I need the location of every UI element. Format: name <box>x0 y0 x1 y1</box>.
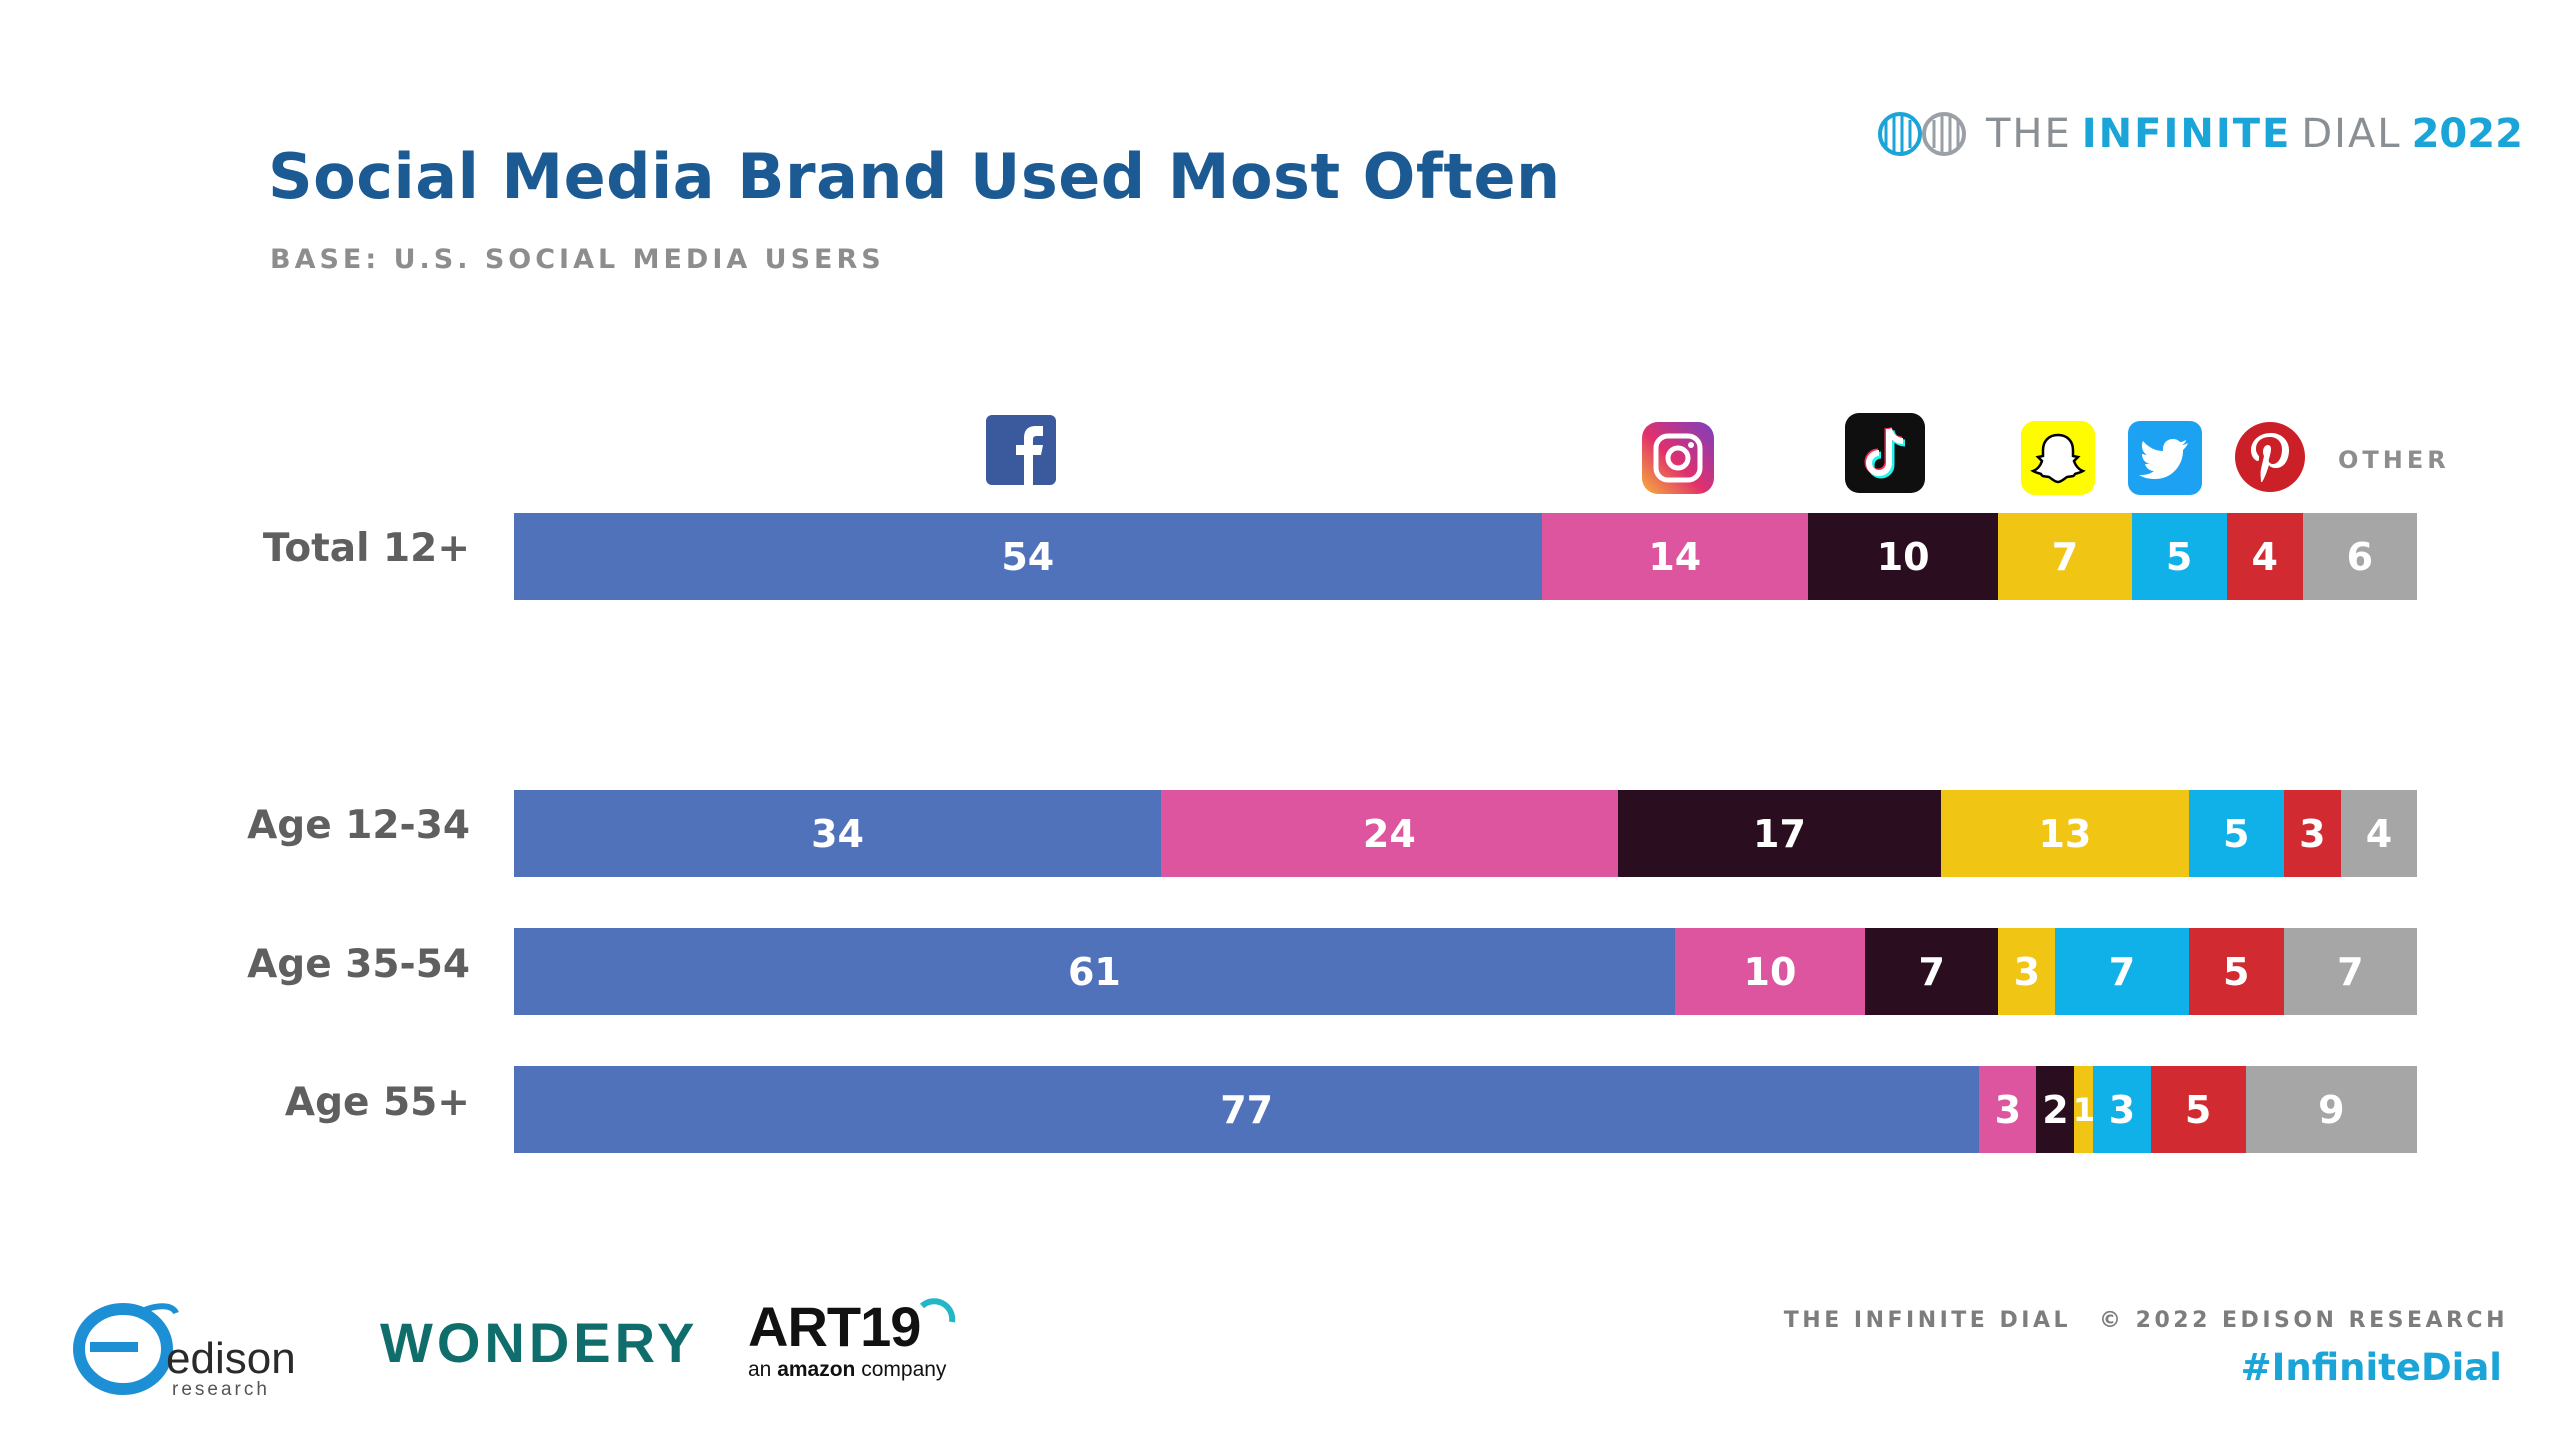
bar-segment-other-age-12-34: 4 <box>2340 790 2417 877</box>
bar-segment-instagram-age-55: 3 <box>1979 1066 2037 1153</box>
bar-segment-snapchat-total-12: 7 <box>1998 513 2132 600</box>
tiktok-icon <box>1845 413 1925 497</box>
other-legend-label: OTHER <box>2338 446 2450 474</box>
bar-segment-facebook-age-12-34: 34 <box>514 790 1162 877</box>
bar-segment-pinterest-age-35-54: 5 <box>2188 928 2284 1015</box>
bar-segment-tiktok-total-12: 10 <box>1808 513 1999 600</box>
infinity-icon <box>1878 112 1966 156</box>
bar-segment-instagram-age-35-54: 10 <box>1674 928 1866 1015</box>
bar-segment-other-total-12: 6 <box>2302 513 2417 600</box>
bar-segment-tiktok-age-55: 2 <box>2036 1066 2075 1153</box>
brand-infinite: INFINITE <box>2081 111 2292 157</box>
footer-copyright: © 2022 EDISON RESEARCH <box>2098 1308 2508 1333</box>
bar-segment-instagram-total-12: 14 <box>1541 513 1809 600</box>
bar-segment-facebook-age-55: 77 <box>514 1066 1980 1153</box>
facebook-icon <box>986 415 1056 489</box>
row-label-age-55-plus: Age 55+ <box>284 1080 470 1125</box>
infinite-dial-logo: THE INFINITE DIAL 2022 <box>1872 102 2523 166</box>
bar-segment-tiktok-age-12-34: 17 <box>1617 790 1942 877</box>
bar-row-age-55-plus: 77 3 2 1 3 5 9 <box>514 1066 2417 1153</box>
bar-segment-other-age-55: 9 <box>2245 1066 2417 1153</box>
row-label-age-35-54: Age 35-54 <box>247 942 470 987</box>
bar-row-total: 54 14 10 7 5 4 6 <box>514 513 2417 600</box>
wondery-logo: WONDERY <box>380 1311 699 1374</box>
art19-logo: ART19 an amazon company <box>748 1298 968 1398</box>
edison-research-logo: edison research <box>68 1283 308 1413</box>
bar-segment-snapchat-age-55: 1 <box>2073 1066 2095 1153</box>
bar-segment-facebook-total-12: 54 <box>514 513 1542 600</box>
chart-subtitle: BASE: U.S. SOCIAL MEDIA USERS <box>270 244 885 275</box>
footer-left-text: THE INFINITE DIAL <box>1783 1308 2071 1333</box>
bar-segment-tiktok-age-35-54: 7 <box>1865 928 1999 1015</box>
brand-dial: DIAL <box>2301 111 2402 157</box>
brand-the: THE <box>1986 111 2072 157</box>
brand-year: 2022 <box>2411 111 2523 157</box>
twitter-icon <box>2128 421 2202 499</box>
bar-segment-twitter-age-12-34: 5 <box>2188 790 2284 877</box>
instagram-icon <box>1642 422 1714 498</box>
bar-segment-other-age-35-54: 7 <box>2283 928 2417 1015</box>
snapchat-icon <box>2021 421 2095 499</box>
row-label-total: Total 12+ <box>262 526 470 571</box>
bar-segment-pinterest-age-55: 5 <box>2150 1066 2246 1153</box>
bar-segment-twitter-total-12: 5 <box>2131 513 2227 600</box>
bar-segment-facebook-age-35-54: 61 <box>514 928 1675 1015</box>
bar-segment-twitter-age-35-54: 7 <box>2055 928 2189 1015</box>
bar-segment-snapchat-age-12-34: 13 <box>1941 790 2189 877</box>
footer-credits: THE INFINITE DIAL © 2022 EDISON RESEARCH <box>1784 1308 2508 1333</box>
art19-subtitle: an amazon company <box>748 1358 947 1381</box>
art19-arc-icon <box>919 1298 956 1323</box>
art19-text: ART19 <box>748 1295 921 1358</box>
edison-text: edison <box>166 1334 296 1383</box>
hashtag-link[interactable]: #InfiniteDial <box>2240 1346 2502 1389</box>
bar-segment-pinterest-age-12-34: 3 <box>2283 790 2341 877</box>
chart-title: Social Media Brand Used Most Often <box>268 140 1561 213</box>
edison-sub-text: research <box>172 1379 270 1400</box>
bar-row-age-35-54: 61 10 7 3 7 5 7 <box>514 928 2417 1015</box>
bar-row-age-12-34: 34 24 17 13 5 3 4 <box>514 790 2417 877</box>
pinterest-icon <box>2234 421 2306 497</box>
bar-segment-instagram-age-12-34: 24 <box>1161 790 1618 877</box>
bar-segment-snapchat-age-35-54: 3 <box>1998 928 2056 1015</box>
bar-segment-twitter-age-55: 3 <box>2093 1066 2151 1153</box>
row-label-age-12-34: Age 12-34 <box>247 803 470 848</box>
bar-segment-pinterest-total-12: 4 <box>2226 513 2303 600</box>
